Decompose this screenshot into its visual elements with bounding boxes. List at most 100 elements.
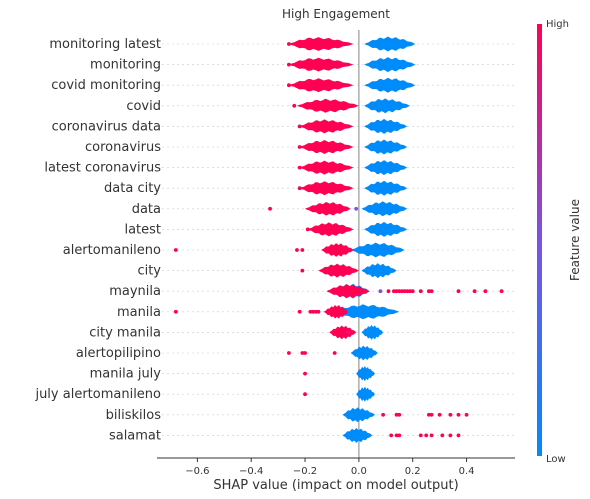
- violin-high: [305, 202, 351, 216]
- outlier-point: [430, 289, 434, 293]
- violin-high: [324, 305, 348, 319]
- violin-high: [308, 222, 354, 236]
- feature-label: monitoring latest: [49, 37, 161, 52]
- outlier-point: [287, 42, 291, 46]
- violin-high: [300, 140, 354, 154]
- feature-label: data: [132, 202, 161, 217]
- x-tick-label: 0.0: [351, 466, 367, 477]
- feature-label: coronavirus data: [52, 119, 161, 134]
- x-ticks: −0.6 −0.4 −0.2 0.0 0.2 0.4: [185, 458, 474, 477]
- feature-label: latest coronavirus: [44, 161, 161, 176]
- violin-low: [364, 119, 407, 134]
- outlier-point: [397, 434, 401, 438]
- colorbar: High Low Feature value: [537, 19, 582, 465]
- violin-high: [300, 181, 354, 195]
- outlier-point: [300, 269, 304, 273]
- violin-low: [351, 346, 378, 361]
- feature-label: data city: [104, 181, 161, 196]
- feature-label: covid monitoring: [51, 78, 161, 93]
- outlier-point: [438, 413, 442, 417]
- x-tick-label: −0.2: [293, 466, 317, 477]
- outlier-point: [389, 434, 393, 438]
- outlier-point: [333, 351, 337, 355]
- violin-low: [362, 263, 397, 278]
- outlier-point: [298, 166, 302, 170]
- outlier-point: [379, 289, 383, 293]
- feature-label: coronavirus: [85, 140, 161, 155]
- outlier-point: [457, 434, 461, 438]
- feature-label: biliskilos: [106, 408, 162, 423]
- violin-low: [362, 201, 408, 216]
- outlier-point: [317, 310, 321, 314]
- outlier-point: [287, 83, 291, 87]
- feature-label: covid: [126, 99, 161, 114]
- outlier-point: [287, 63, 291, 67]
- outlier-point: [448, 434, 452, 438]
- outlier-point: [419, 434, 423, 438]
- violin-high: [300, 161, 354, 175]
- outlier-point: [295, 248, 299, 252]
- outlier-point: [387, 289, 391, 293]
- feature-label: alertomanileno: [63, 243, 161, 258]
- outlier-point: [448, 413, 452, 417]
- violin-high: [300, 119, 354, 133]
- violin-high: [329, 326, 356, 340]
- outlier-point: [303, 372, 307, 376]
- violin-low: [364, 78, 415, 93]
- outlier-point: [268, 207, 272, 211]
- feature-label: city manila: [89, 325, 161, 340]
- outlier-point: [174, 310, 178, 314]
- violin-low: [362, 325, 384, 340]
- violin-low: [364, 222, 407, 237]
- outlier-point: [298, 145, 302, 149]
- feature-label: latest: [124, 222, 161, 237]
- violin-high: [289, 58, 354, 72]
- feature-label: maynila: [109, 284, 161, 299]
- violin-high: [321, 243, 353, 257]
- x-tick-label: 0.4: [459, 466, 475, 477]
- feature-labels: monitoring latest monitoring covid monitor…: [34, 37, 161, 443]
- violin-low: [343, 407, 375, 422]
- x-axis-label: SHAP value (impact on model output): [213, 478, 458, 493]
- violin-low: [343, 428, 373, 443]
- x-tick-label: −0.4: [239, 466, 263, 477]
- outlier-point: [483, 289, 487, 293]
- violin-low: [364, 37, 415, 52]
- outlier-point: [303, 392, 307, 396]
- outlier-point: [287, 351, 291, 355]
- feature-label: city: [137, 264, 161, 279]
- violin-low: [364, 181, 407, 196]
- outlier-point: [465, 413, 469, 417]
- outlier-point: [381, 413, 385, 417]
- violin-low: [364, 57, 415, 72]
- outlier-point: [298, 125, 302, 129]
- outlier-point: [306, 228, 310, 232]
- violin-low: [364, 98, 410, 113]
- feature-label: july alertomanileno: [34, 387, 161, 402]
- chart-title: High Engagement: [282, 7, 390, 21]
- outlier-point: [430, 413, 434, 417]
- outlier-point: [457, 413, 461, 417]
- outlier-point: [174, 248, 178, 252]
- colorbar-high-label: High: [546, 19, 569, 30]
- outlier-point: [298, 186, 302, 190]
- violin-high: [289, 37, 354, 51]
- violins-layer: [289, 37, 416, 443]
- outlier-point: [440, 434, 444, 438]
- violin-low: [364, 160, 407, 175]
- colorbar-low-label: Low: [546, 454, 566, 465]
- outlier-point: [397, 413, 401, 417]
- outlier-point: [419, 289, 423, 293]
- outlier-point: [292, 104, 296, 108]
- feature-label: manila: [117, 305, 161, 320]
- x-tick-label: −0.6: [185, 466, 209, 477]
- outlier-point: [500, 289, 504, 293]
- x-tick-label: 0.2: [405, 466, 421, 477]
- outlier-point: [473, 289, 477, 293]
- violin-high: [319, 264, 359, 278]
- colorbar-gradient: [537, 24, 542, 456]
- outlier-point: [457, 289, 461, 293]
- outlier-point: [430, 434, 434, 438]
- feature-label: manila july: [90, 367, 162, 382]
